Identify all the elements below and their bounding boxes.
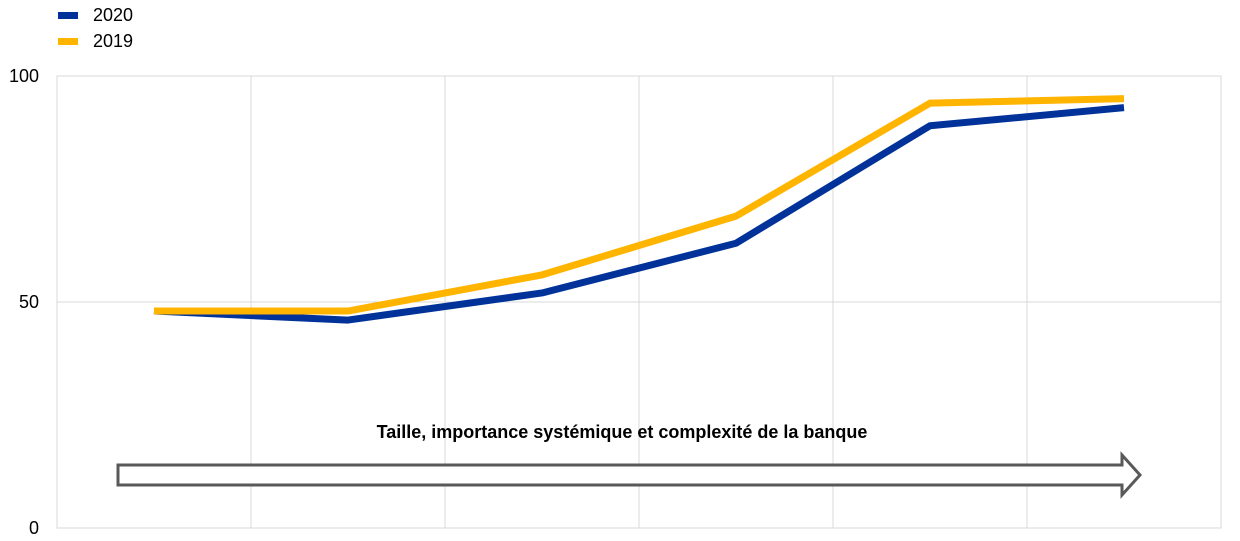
series-lines xyxy=(153,95,1125,324)
arrow-shape xyxy=(116,451,1143,499)
legend-swatch-2019 xyxy=(58,37,78,45)
legend-swatch-2020 xyxy=(58,11,78,19)
legend-label-2019: 2019 xyxy=(93,30,134,51)
legend: 2020 2019 xyxy=(58,2,133,54)
arrow-annotation: Taille, importance systémique et complex… xyxy=(376,422,868,442)
series-line-2020 xyxy=(153,104,1125,324)
grid xyxy=(56,75,1222,529)
y-tick-label: 0 xyxy=(29,518,39,538)
direction-arrow xyxy=(116,451,1143,499)
series-line-2019 xyxy=(154,95,1125,315)
y-axis: 0 50 100 xyxy=(9,66,39,538)
legend-item-2020: 2020 xyxy=(58,2,133,28)
y-tick-label: 100 xyxy=(9,66,39,86)
legend-label-2020: 2020 xyxy=(93,4,134,25)
y-tick-label: 50 xyxy=(19,292,39,312)
legend-item-2019: 2019 xyxy=(58,28,133,54)
